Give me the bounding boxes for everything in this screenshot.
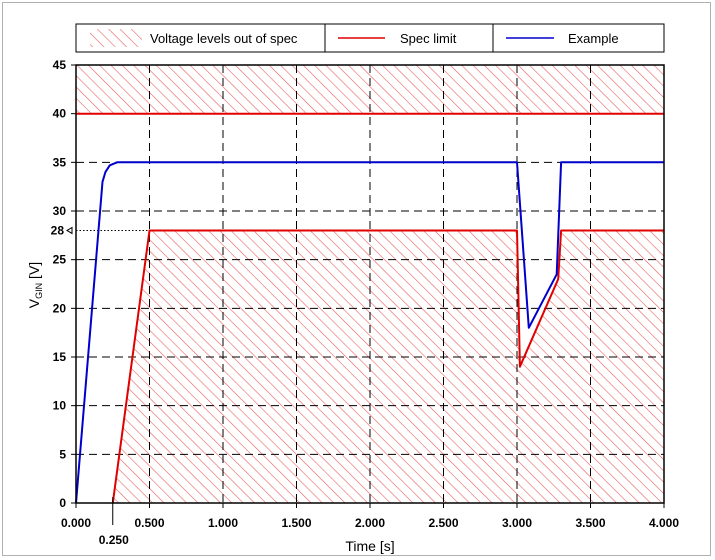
- legend: Voltage levels out of spec Spec limit Ex…: [75, 23, 665, 53]
- y-tick-label: 30: [53, 204, 67, 218]
- y-tick-label: 5: [59, 447, 66, 461]
- y-axis-label-sub: GIN: [34, 283, 44, 299]
- x-tick-label: 3.500: [575, 516, 605, 530]
- series-line-spec-limit: [111, 229, 664, 504]
- y-tick-label: 45: [53, 58, 67, 72]
- x-tick-label: 1.500: [281, 516, 311, 530]
- x-tick-label: 4.000: [649, 516, 679, 530]
- y-tick-label: 10: [53, 399, 67, 413]
- y-extra-tick-label: 28: [51, 223, 65, 237]
- out-of-spec-region-upper: [76, 65, 664, 114]
- x-tick-label: 2.500: [428, 516, 458, 530]
- y-tick-label: 15: [53, 350, 67, 364]
- series-line-example: [75, 161, 664, 504]
- x-tick-label: 0.500: [134, 516, 164, 530]
- y-tick-label: 40: [53, 107, 67, 121]
- y-tick-label: 25: [53, 253, 67, 267]
- x-tick-label: 2.000: [355, 516, 385, 530]
- y-tick-label: 20: [53, 301, 67, 315]
- out-of-spec-region-lower: [112, 230, 665, 503]
- legend-swatch-out-of-spec: [90, 29, 142, 47]
- x-tick-label: 1.000: [208, 516, 238, 530]
- y-tick-label: 0: [59, 496, 66, 510]
- y-extra-tick-mark: [66, 226, 73, 235]
- y-axis-label-main: V: [26, 298, 42, 308]
- x-tick-label: 0.000: [61, 516, 91, 530]
- legend-label-spec-limit: Spec limit: [400, 31, 457, 46]
- y-axis-label: VGIN [V]: [26, 262, 44, 308]
- legend-label-out-of-spec: Voltage levels out of spec: [150, 31, 298, 46]
- legend-label-example: Example: [568, 31, 619, 46]
- x-axis-label: Time [s]: [345, 538, 394, 554]
- x-extra-tick-label: 0.250: [99, 533, 129, 547]
- y-tick-label: 35: [53, 155, 67, 169]
- x-tick-label: 3.000: [502, 516, 532, 530]
- y-axis-label-unit: [V]: [26, 262, 42, 283]
